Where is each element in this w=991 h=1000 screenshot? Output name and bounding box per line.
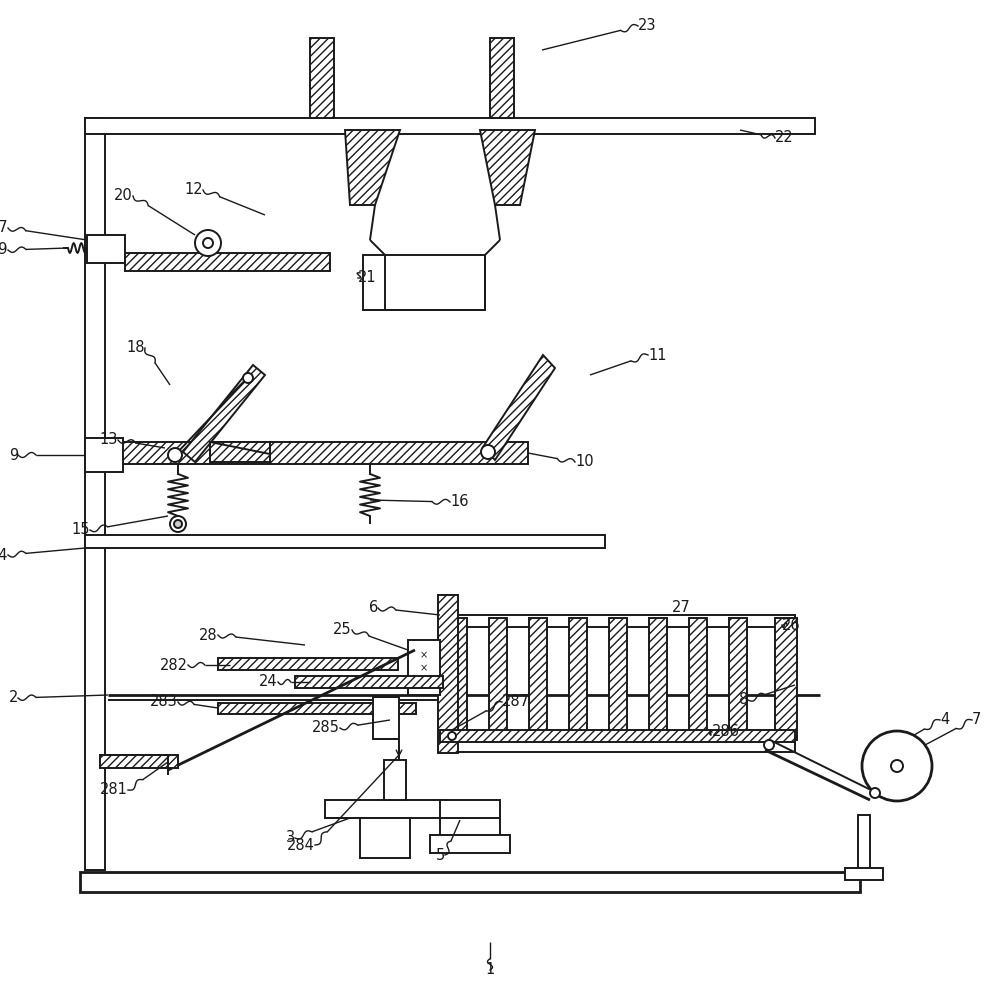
Text: 6: 6	[369, 600, 378, 615]
Bar	[80, 872, 860, 892]
Bar	[325, 800, 445, 818]
Text: 22: 22	[775, 130, 794, 145]
Text: 16: 16	[450, 494, 469, 510]
Text: 284: 284	[287, 838, 315, 852]
Bar	[569, 618, 587, 738]
Circle shape	[168, 448, 182, 462]
Bar	[689, 618, 707, 738]
Text: 285: 285	[312, 720, 340, 736]
Text: 18: 18	[127, 340, 145, 356]
Text: ×: ×	[420, 663, 428, 673]
Text: 20: 20	[114, 188, 133, 204]
Bar	[218, 703, 416, 714]
Polygon shape	[345, 130, 400, 205]
Text: 9: 9	[9, 448, 18, 462]
Text: 3: 3	[285, 830, 295, 846]
Text: 12: 12	[184, 182, 203, 198]
Text: 10: 10	[575, 454, 594, 470]
Circle shape	[243, 373, 253, 383]
Bar	[729, 618, 747, 738]
Bar	[310, 38, 334, 118]
Text: 286: 286	[712, 724, 740, 740]
Circle shape	[170, 516, 186, 532]
Text: ×: ×	[420, 650, 428, 660]
Bar	[529, 618, 547, 738]
Bar	[87, 235, 125, 263]
Text: 26: 26	[782, 617, 801, 633]
Bar	[449, 618, 467, 738]
Circle shape	[870, 788, 880, 798]
Circle shape	[174, 520, 182, 528]
Bar	[649, 618, 667, 738]
Bar	[408, 640, 440, 695]
Text: 14: 14	[0, 548, 8, 562]
Text: 23: 23	[638, 18, 656, 33]
Text: 25: 25	[333, 622, 352, 638]
Text: 8: 8	[738, 692, 748, 708]
Text: 281: 281	[100, 782, 128, 798]
Text: 1: 1	[486, 962, 495, 978]
Circle shape	[203, 238, 213, 248]
Bar	[373, 697, 399, 739]
Text: 13: 13	[100, 432, 118, 448]
Bar	[430, 835, 510, 853]
Circle shape	[891, 760, 903, 772]
Bar	[85, 118, 105, 870]
Text: 4: 4	[940, 712, 949, 728]
Bar	[490, 38, 514, 118]
Text: 21: 21	[358, 270, 377, 286]
Bar	[440, 740, 795, 752]
Bar	[384, 760, 406, 800]
Bar	[858, 815, 870, 870]
Bar	[85, 438, 123, 472]
Bar	[440, 615, 795, 627]
Text: 27: 27	[672, 600, 691, 615]
Circle shape	[481, 445, 495, 459]
Bar	[85, 535, 605, 548]
Text: 5: 5	[436, 848, 445, 862]
Bar	[440, 730, 795, 742]
Text: 28: 28	[199, 628, 218, 643]
Text: 11: 11	[648, 348, 667, 362]
Polygon shape	[183, 365, 265, 462]
Bar	[438, 595, 458, 753]
Bar	[218, 658, 398, 670]
Bar	[489, 618, 507, 738]
Text: 7: 7	[972, 712, 981, 728]
Bar	[100, 755, 178, 768]
Text: 15: 15	[71, 522, 90, 538]
Bar	[440, 800, 500, 818]
Bar	[845, 868, 883, 880]
Text: 17: 17	[0, 221, 8, 235]
Polygon shape	[210, 442, 270, 462]
Text: 282: 282	[160, 658, 188, 672]
Bar	[363, 255, 485, 310]
Bar	[125, 253, 330, 271]
Text: 19: 19	[0, 242, 8, 257]
Circle shape	[195, 230, 221, 256]
Text: 24: 24	[260, 674, 278, 690]
Bar	[360, 818, 410, 858]
Polygon shape	[480, 130, 535, 205]
Text: 287: 287	[502, 694, 530, 710]
Bar	[609, 618, 627, 738]
Bar	[295, 676, 443, 688]
Circle shape	[448, 732, 456, 740]
Polygon shape	[483, 355, 555, 460]
Circle shape	[764, 740, 774, 750]
Bar	[108, 442, 528, 464]
Circle shape	[862, 731, 932, 801]
Bar	[775, 618, 797, 740]
Text: 2: 2	[9, 690, 18, 706]
Text: 283: 283	[151, 694, 178, 710]
Bar	[85, 118, 815, 134]
